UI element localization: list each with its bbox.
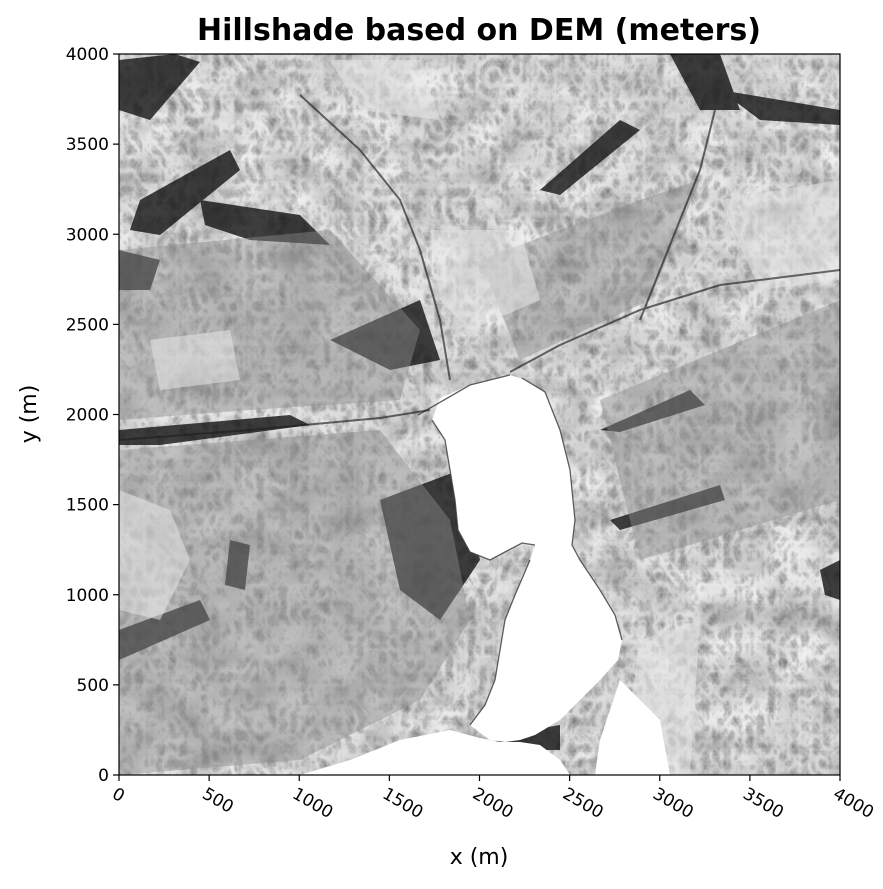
lake	[432, 375, 622, 742]
plot-area	[119, 54, 840, 775]
x-tick-label: 0	[109, 784, 128, 807]
y-tick-label: 4000	[66, 45, 109, 65]
x-tick-label: 1500	[379, 784, 426, 823]
x-tick-label: 3500	[739, 784, 786, 823]
lower-plain	[300, 730, 570, 775]
lake-shoreline	[417, 374, 623, 726]
y-tick-label: 1500	[66, 496, 109, 516]
x-axis: 0 500 1000 1500 2000 2500 3000 3500 4000	[109, 775, 877, 823]
x-axis-label: x (m)	[450, 845, 509, 870]
y-tick-label: 3000	[66, 225, 109, 245]
y-tick-label: 1000	[66, 586, 109, 606]
y-tick-label: 2000	[66, 406, 109, 426]
midtone-slopes	[119, 180, 840, 775]
y-tick-label: 2500	[66, 315, 109, 335]
y-tick-label: 500	[77, 676, 109, 696]
valley-lines	[119, 94, 840, 441]
shadow-ridges	[119, 54, 840, 755]
x-tick-label: 1000	[289, 784, 336, 823]
lower-right-plain	[595, 680, 670, 775]
x-tick-label: 3000	[649, 784, 696, 823]
x-tick-label: 2000	[469, 784, 516, 823]
chart-title: Hillshade based on DEM (meters)	[197, 13, 761, 48]
x-tick-label: 500	[199, 784, 237, 818]
highlight-slopes	[119, 60, 840, 775]
y-axis: 0 500 1000 1500 2000 2500 3000 3500 4000	[66, 45, 119, 786]
x-tick-label: 4000	[830, 784, 877, 823]
y-axis-label: y (m)	[17, 385, 42, 444]
y-tick-label: 0	[98, 766, 109, 786]
y-tick-label: 3500	[66, 135, 109, 155]
x-tick-label: 2500	[559, 784, 606, 823]
